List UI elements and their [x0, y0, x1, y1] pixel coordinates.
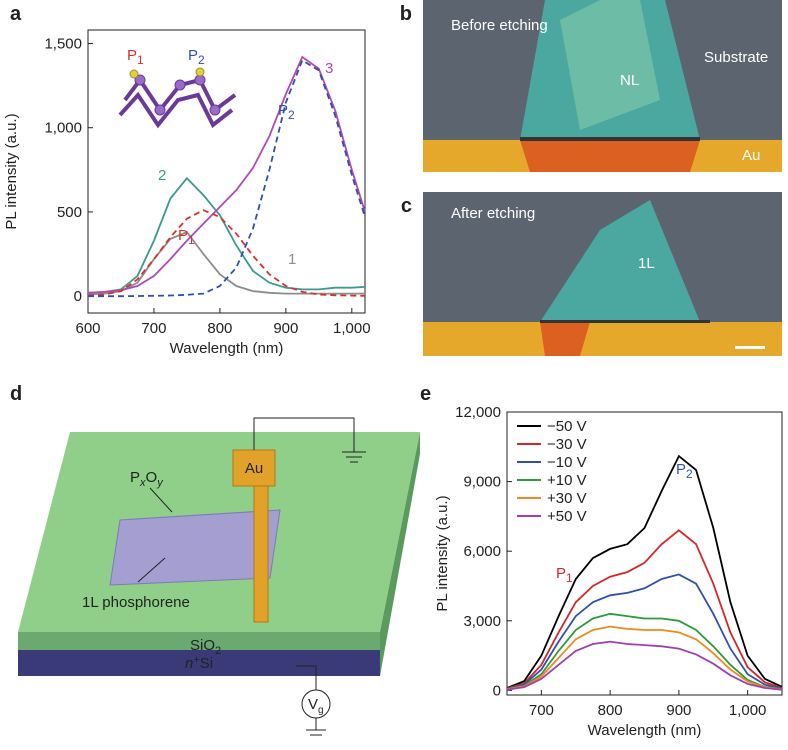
x-tick-label: 800	[207, 320, 232, 337]
annotation-sub: 2	[198, 53, 205, 67]
y-axis-label: PL intensity (a.u.)	[3, 113, 20, 229]
annotation: P2	[188, 47, 205, 67]
series-label: 2	[158, 167, 166, 184]
x-tick-label: 700	[529, 702, 554, 719]
series-line	[507, 625, 782, 691]
legend-label: +10 V	[547, 472, 587, 489]
text: 2	[215, 645, 221, 657]
x-tick-label: 900	[273, 320, 298, 337]
y-tick-label: 0	[493, 682, 501, 699]
image-label: NL	[620, 72, 639, 89]
x-tick-label: 1,000	[729, 702, 767, 719]
annotation-text: P	[188, 47, 198, 64]
x-axis-label: Wavelength (nm)	[588, 722, 702, 739]
legend-label: −50 V	[547, 418, 587, 435]
molecule-sketch	[118, 67, 237, 129]
image-label: Substrate	[704, 49, 768, 66]
diagram-label: 1L phosphorene	[82, 594, 190, 611]
series-line	[507, 573, 782, 690]
text: O	[146, 469, 158, 486]
plot-frame	[506, 411, 783, 696]
text: Si	[200, 655, 213, 672]
y-tick-label: 3,000	[463, 613, 501, 630]
image-label: 1L	[638, 255, 655, 272]
plot-frame	[87, 29, 366, 314]
series-line	[507, 612, 782, 691]
text: n	[185, 655, 193, 672]
series-line	[88, 176, 365, 294]
x-tick-label: 600	[75, 320, 100, 337]
annotation-text: P	[676, 461, 686, 478]
text: V	[308, 696, 318, 713]
series-label: 3	[325, 60, 333, 77]
text: g	[318, 705, 324, 716]
image-label: Before etching	[451, 17, 548, 34]
x-tick-label: 900	[666, 702, 691, 719]
annotation: P1	[127, 47, 144, 67]
series-label: 1	[288, 251, 296, 268]
series-line	[88, 231, 365, 296]
y-tick-label: 9,000	[463, 474, 501, 491]
legend-label: −10 V	[547, 454, 587, 471]
text: y	[156, 477, 164, 489]
annotation: P2	[278, 102, 295, 122]
y-tick-label: 0	[74, 288, 82, 305]
panel-label: d	[10, 383, 22, 405]
text: +	[193, 654, 199, 666]
micrograph-b: Before etching NL Substrate Au b	[400, 0, 782, 172]
image-label: After etching	[451, 205, 535, 222]
annotation-text: P	[178, 227, 188, 244]
plot-area	[507, 454, 782, 691]
annotation: P1	[556, 565, 573, 585]
x-tick-label: 1,000	[333, 320, 371, 337]
diagram-label: SiO2	[190, 637, 221, 657]
x-tick-label: 800	[598, 702, 623, 719]
annotation-sub: 1	[137, 53, 144, 67]
panel-label: e	[420, 383, 431, 405]
text: SiO	[190, 637, 215, 654]
y-tick-label: 500	[57, 204, 82, 221]
diagram-label: PxOy	[130, 469, 164, 489]
x-axis-label: Wavelength (nm)	[170, 340, 284, 357]
series-line	[88, 209, 365, 297]
annotation: P2	[676, 461, 693, 481]
series-line	[88, 58, 365, 298]
annotation-sub: 1	[566, 571, 573, 585]
panel-label: c	[401, 195, 412, 217]
micrograph-c: After etching 1L c	[401, 192, 782, 356]
annotation-text: P	[556, 565, 566, 582]
panel-label: b	[400, 3, 412, 25]
diagram-label: Au	[245, 460, 263, 477]
annotation-sub: 1	[188, 233, 195, 247]
annotation-sub: 2	[686, 467, 693, 481]
annotation-text: P	[127, 47, 137, 64]
series-line	[507, 640, 782, 691]
image-label: Au	[742, 147, 760, 164]
diagram-label: n+Si	[185, 654, 213, 672]
diagram-label: Vg	[308, 696, 324, 716]
y-tick-label: 6,000	[463, 543, 501, 560]
plot-area	[88, 55, 365, 298]
legend-label: −30 V	[547, 436, 587, 453]
y-tick-label: 1,500	[44, 35, 82, 52]
device-diagram: Au PxOy 1L phosphorene SiO2 n+Si Vg d	[10, 383, 420, 736]
panel-label: a	[10, 3, 22, 25]
series-line	[507, 529, 782, 690]
x-tick-label: 700	[141, 320, 166, 337]
text: x	[139, 477, 146, 489]
y-tick-label: 12,000	[455, 404, 501, 421]
annotation: P1	[178, 227, 195, 247]
legend-label: +30 V	[547, 490, 587, 507]
legend-label: +50 V	[547, 508, 587, 525]
y-axis-label: PL intensity (a.u.)	[434, 495, 451, 611]
y-tick-label: 1,000	[44, 120, 82, 137]
annotation-text: P	[278, 102, 288, 119]
annotation-sub: 2	[288, 108, 295, 122]
text: P	[130, 469, 140, 486]
series-line	[507, 454, 782, 689]
